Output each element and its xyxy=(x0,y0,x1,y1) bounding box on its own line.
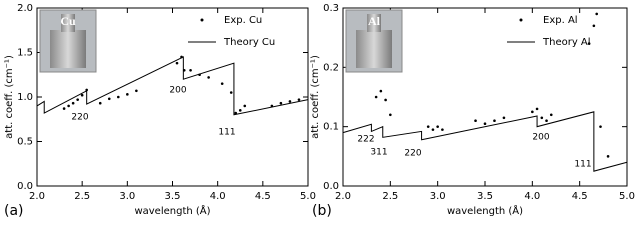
exp-point xyxy=(238,109,242,112)
x-tick-label: 3.0 xyxy=(119,191,135,202)
exp-point xyxy=(549,113,553,117)
inset-object xyxy=(367,14,381,32)
exp-point xyxy=(80,93,84,97)
exp-point xyxy=(431,128,435,131)
x-tick-label: 3.0 xyxy=(430,191,446,202)
inset-object xyxy=(61,14,75,32)
y-axis-label: att. coeff. (cm⁻¹) xyxy=(4,55,15,139)
x-axis-label: wavelength (Å) xyxy=(134,204,210,217)
x-tick-label: 4.5 xyxy=(255,191,271,202)
y-tick-label: 0.5 xyxy=(17,137,33,148)
y-tick-label: 0.3 xyxy=(323,3,339,14)
exp-point xyxy=(531,110,534,114)
legend-label: Theory Al xyxy=(542,37,591,48)
x-tick-label: 2.0 xyxy=(335,191,351,202)
y-tick-label: 0.0 xyxy=(323,181,339,192)
exp-point xyxy=(76,98,79,101)
y-tick-label: 0.2 xyxy=(323,62,339,73)
exp-point xyxy=(288,100,292,103)
inset-label: Al xyxy=(368,14,381,28)
x-tick-label: 4.5 xyxy=(572,191,588,202)
legend-label: Theory Cu xyxy=(223,37,275,48)
exp-point xyxy=(107,97,111,101)
inset-label: Cu xyxy=(60,14,76,28)
exp-point xyxy=(535,107,539,111)
exp-point xyxy=(502,116,506,120)
exp-point xyxy=(207,76,210,79)
figure: 0.0 0.5 1.0 1.5 2.0 2.0 2.5 3.0 3.5 4.0 4.5 5.0 wave… xyxy=(4,3,635,219)
theory-line xyxy=(36,56,309,116)
exp-point xyxy=(234,111,238,115)
exp-point xyxy=(493,119,496,123)
x-tick-label: 5.0 xyxy=(300,191,316,202)
inset-object xyxy=(356,30,392,68)
edge-annotation: 200 xyxy=(169,86,186,96)
x-axis-label: wavelength (Å) xyxy=(447,204,523,217)
exp-point xyxy=(441,128,444,131)
y-tick-label: 2.0 xyxy=(17,3,33,14)
panel-label: (a) xyxy=(4,203,24,219)
y-tick-label: 1.0 xyxy=(17,92,33,103)
edge-annotation: 111 xyxy=(574,160,591,170)
legend-marker xyxy=(519,18,523,22)
exp-point xyxy=(545,119,548,123)
edge-annotation: 220 xyxy=(71,113,88,123)
exp-point xyxy=(483,122,487,125)
exp-point xyxy=(135,89,138,93)
edge-annotation: 200 xyxy=(532,133,549,143)
exp-point xyxy=(297,98,301,101)
exp-point xyxy=(606,155,610,158)
edge-annotation: 311 xyxy=(370,148,387,158)
exp-point xyxy=(599,125,602,128)
exp-point xyxy=(426,125,430,128)
exp-point xyxy=(85,88,88,92)
edge-annotation: 111 xyxy=(218,128,235,138)
x-tick-label: 2.0 xyxy=(29,191,45,202)
y-tick-label: 1.5 xyxy=(17,48,33,59)
exp-point xyxy=(98,101,102,105)
y-axis-label: att. coeff. (cm⁻¹) xyxy=(310,55,321,139)
exp-point xyxy=(540,116,544,120)
edge-annotation: 222 xyxy=(357,135,374,145)
exp-point xyxy=(384,98,387,102)
exp-point xyxy=(220,82,224,85)
exp-point xyxy=(62,107,66,110)
exp-point xyxy=(379,89,383,93)
legend-label: Exp. Cu xyxy=(224,15,262,26)
theory-line xyxy=(342,111,628,172)
exp-point xyxy=(474,119,477,123)
legend-marker xyxy=(200,18,204,22)
exp-point xyxy=(175,61,179,65)
exp-point xyxy=(374,95,378,99)
x-tick-label: 3.5 xyxy=(165,191,181,202)
exp-point xyxy=(587,42,591,45)
exp-point xyxy=(279,101,283,105)
y-tick-label: 0.1 xyxy=(323,122,339,133)
x-tick-label: 2.5 xyxy=(74,191,90,202)
inset-object xyxy=(50,30,86,68)
exp-point xyxy=(595,12,599,16)
exp-point xyxy=(592,24,596,28)
x-tick-label: 4.0 xyxy=(524,191,540,202)
exp-point xyxy=(67,104,70,108)
x-tick-label: 2.5 xyxy=(382,191,398,202)
exp-point xyxy=(117,95,120,99)
exp-point xyxy=(71,101,75,105)
x-tick-label: 5.0 xyxy=(619,191,635,202)
panel-label: (b) xyxy=(312,203,332,219)
x-tick-label: 4.0 xyxy=(210,191,226,202)
exp-point xyxy=(389,113,392,117)
y-tick-label: 0.0 xyxy=(17,181,33,192)
legend-label: Exp. Al xyxy=(543,15,578,26)
exp-point xyxy=(189,69,192,72)
x-tick-label: 3.5 xyxy=(477,191,493,202)
exp-point xyxy=(243,104,247,108)
exp-point xyxy=(126,93,129,96)
exp-point xyxy=(436,125,439,128)
edge-annotation: 220 xyxy=(404,149,421,159)
exp-point xyxy=(229,91,233,94)
